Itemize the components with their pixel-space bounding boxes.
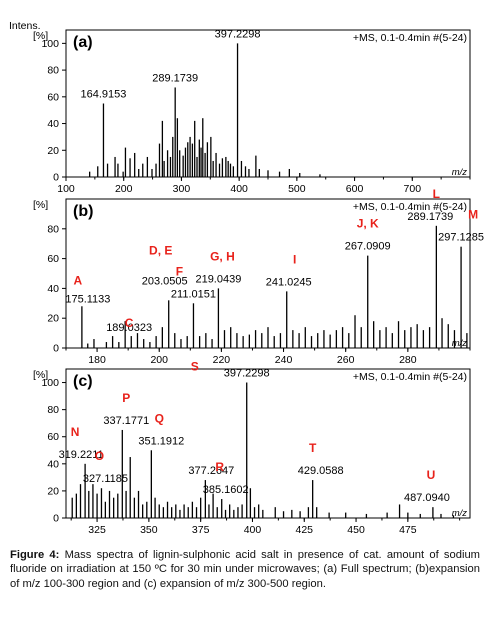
peak-mass-label: 377.2647 <box>188 465 234 477</box>
peak-id-letter: C <box>125 316 134 330</box>
plot-frame <box>65 29 471 178</box>
y-tick-label: 40 <box>47 458 59 470</box>
x-tick-label: 100 <box>57 183 75 195</box>
peak-id-letter: G, H <box>210 249 235 263</box>
y-tick-label: 60 <box>47 91 59 103</box>
peak-id-letter: S <box>191 360 199 374</box>
peak-mass-label: 241.0245 <box>266 276 312 288</box>
peak-mass-label: 319.2211 <box>59 449 104 461</box>
x-tick-label: 450 <box>347 524 365 536</box>
y-tick-label: 0 <box>53 513 59 525</box>
x-tick-label: 220 <box>213 354 231 366</box>
y-tick-label: 80 <box>47 223 59 235</box>
x-tick-label: 200 <box>150 354 168 366</box>
peak-id-letter: M <box>468 208 478 222</box>
peak-id-letter: D, E <box>149 243 172 257</box>
x-tick-label: 500 <box>288 183 306 195</box>
plot-frame <box>65 368 471 519</box>
peak-id-letter: U <box>427 468 436 482</box>
x-axis-label: m/z <box>452 338 468 349</box>
peak-mass-label: 429.0588 <box>298 465 344 477</box>
y-axis-label: [%] <box>33 30 48 42</box>
y-tick-label: 0 <box>53 343 59 355</box>
peak-id-letter: N <box>71 425 80 439</box>
y-tick-label: 80 <box>47 65 59 77</box>
panel-label: (a) <box>73 34 93 51</box>
peak-mass-label: 385.1602 <box>203 484 249 496</box>
peak-mass-label: 297.1285 <box>438 232 484 244</box>
peak-id-letter: P <box>122 391 130 405</box>
x-tick-label: 425 <box>295 524 313 536</box>
peak-id-letter: T <box>309 441 317 455</box>
spectrum-title: +MS, 0.1-0.4min #(5-24) <box>353 32 467 44</box>
peak-mass-label: 203.0505 <box>142 275 188 287</box>
panel-label: (c) <box>73 373 93 390</box>
x-axis-label: m/z <box>452 508 468 519</box>
peak-mass-label: 327.1185 <box>83 473 128 485</box>
peak-mass-label: 289.1739 <box>407 211 453 223</box>
y-tick-label: 20 <box>47 145 59 157</box>
x-tick-label: 475 <box>399 524 417 536</box>
peak-mass-label: 289.1739 <box>152 72 198 84</box>
peak-mass-label: 397.2298 <box>215 28 261 40</box>
x-tick-label: 700 <box>404 183 422 195</box>
y-tick-label: 80 <box>47 404 59 416</box>
y-tick-label: 100 <box>41 38 59 50</box>
spectrum-title: +MS, 0.1-0.4min #(5-24) <box>353 371 467 383</box>
y-axis-label: [%] <box>33 369 48 381</box>
peak-id-letter: A <box>74 273 83 287</box>
figure-caption: Figure 4: Mass spectra of lignin-sulphon… <box>10 548 480 591</box>
peak-id-letter: F <box>176 264 183 278</box>
x-axis-label: m/z <box>452 167 468 178</box>
y-axis-label: [%] <box>33 199 48 211</box>
peak-mass-label: 219.0439 <box>195 273 241 285</box>
caption-label: Figure 4: <box>10 549 60 561</box>
peak-id-letter: R <box>215 460 224 474</box>
x-tick-label: 260 <box>337 354 355 366</box>
x-tick-label: 300 <box>173 183 191 195</box>
x-tick-label: 600 <box>346 183 364 195</box>
y-tick-label: 20 <box>47 313 59 325</box>
peak-id-letter: I <box>293 252 296 266</box>
peak-mass-label: 337.1771 <box>103 415 149 427</box>
x-tick-label: 325 <box>88 524 106 536</box>
x-tick-label: 200 <box>115 183 133 195</box>
y-tick-label: 40 <box>47 118 59 130</box>
peak-id-letter: Q <box>155 411 164 425</box>
spectrum-panel-3: 0 20 40 60 80 100 325 350 375 400 425 450 475 m/z [%] (… <box>33 360 471 536</box>
panel-label: (b) <box>73 203 93 220</box>
spectrum-panel-2: 0 20 40 60 80 180 200 220 240 260 280 m/z [%] (b) +MS,… <box>33 187 484 366</box>
y-tick-label: 0 <box>53 172 59 184</box>
peak-mass-label: 487.0940 <box>404 492 450 504</box>
x-tick-label: 375 <box>192 524 210 536</box>
spectrum-title: +MS, 0.1-0.4min #(5-24) <box>353 201 467 213</box>
peak-mass-label: 267.0909 <box>345 241 391 253</box>
peak-mass-label: 189.0323 <box>106 322 152 334</box>
caption-text: Mass spectra of lignin-sulphonic acid sa… <box>10 549 480 590</box>
x-tick-label: 180 <box>88 354 106 366</box>
x-tick-label: 400 <box>230 183 248 195</box>
peak-mass-label: 351.1912 <box>138 435 184 447</box>
peak-id-letter: J, K <box>357 217 379 231</box>
peak-id-letter: O <box>95 449 104 463</box>
y-tick-label: 20 <box>47 485 59 497</box>
y-tick-label: 40 <box>47 283 59 295</box>
x-tick-label: 400 <box>244 524 262 536</box>
x-tick-label: 280 <box>399 354 417 366</box>
y-tick-label: 100 <box>41 377 59 389</box>
y-tick-label: 60 <box>47 253 59 265</box>
y-tick-label: 60 <box>47 431 59 443</box>
x-tick-label: 350 <box>140 524 158 536</box>
y-axis-label-top: Intens. <box>9 20 41 32</box>
peak-mass-label: 397.2298 <box>224 368 270 380</box>
peak-mass-label: 164.9153 <box>81 89 127 101</box>
peak-id-letter: L <box>433 187 440 201</box>
peak-mass-label: 175.1133 <box>65 293 110 305</box>
peak-mass-label: 211.0151 <box>171 288 216 300</box>
spectrum-panel-1: 0 20 40 60 80 100 100 200 300 400 500 600 700 m/z [%]I… <box>9 20 471 195</box>
x-tick-label: 240 <box>275 354 293 366</box>
